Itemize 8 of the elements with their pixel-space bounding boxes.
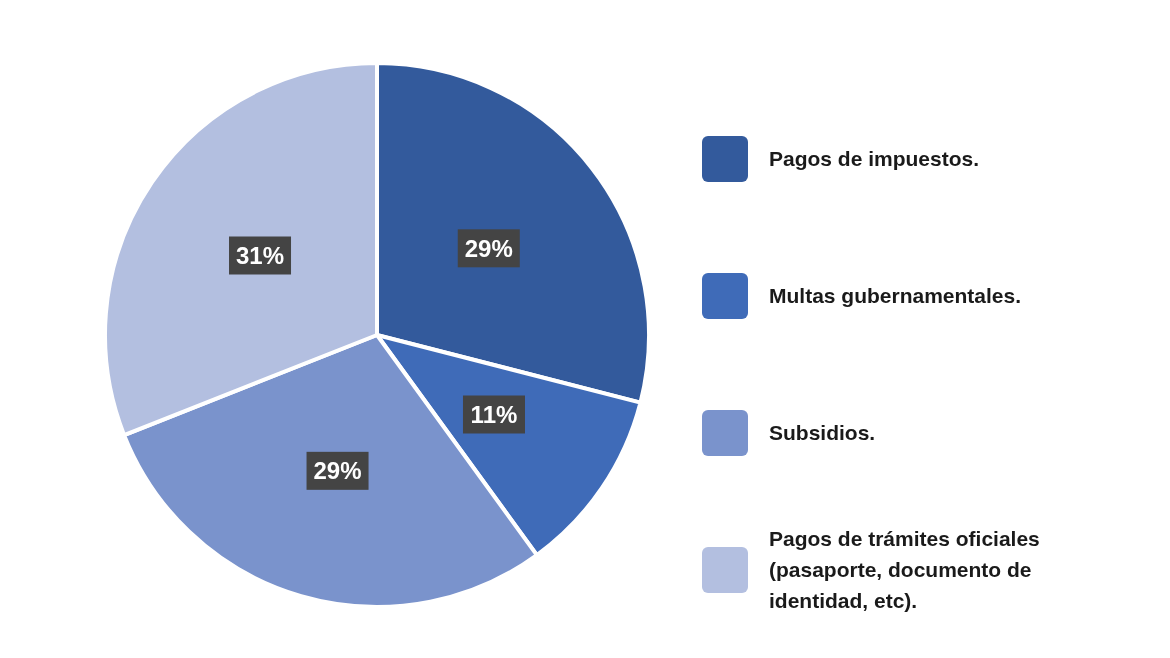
legend-label: Subsidios. — [769, 420, 877, 446]
legend-label: Pagos de trámites oficiales (pasaporte, documento de identidad, etc). — [769, 526, 1041, 614]
legend-label: Multas gubernamentales. — [769, 283, 1023, 309]
data-label: 29% — [464, 234, 513, 262]
data-label: 11% — [470, 401, 518, 428]
legend-label: Pagos de impuestos. — [769, 146, 981, 172]
data-label: 31% — [235, 242, 285, 269]
data-label: 29% — [313, 457, 362, 485]
